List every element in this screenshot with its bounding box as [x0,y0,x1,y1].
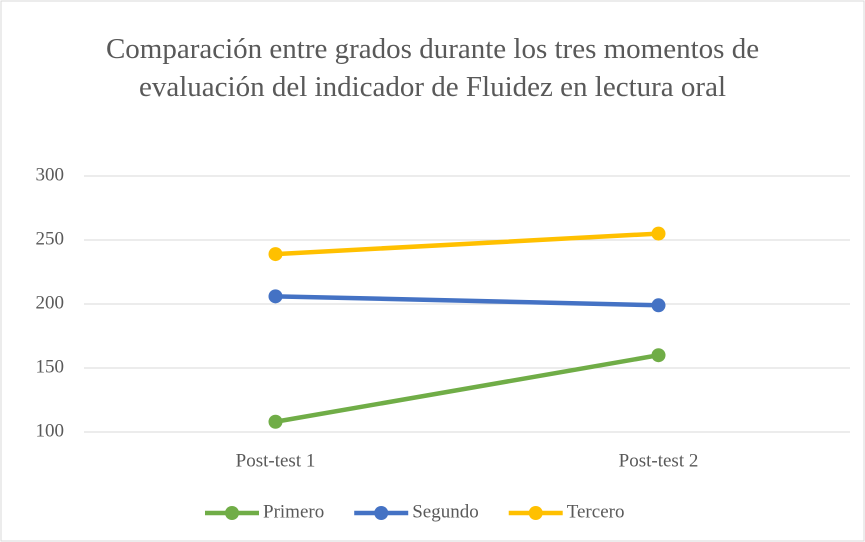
data-point [268,289,283,304]
x-tick-label: Post-test 1 [236,450,316,471]
series-line [273,231,661,257]
legend-marker [528,506,543,520]
y-tick-label: 250 [36,228,65,249]
data-point [651,226,666,241]
series-line [273,352,661,425]
chart-title: Comparación entre grados durante los tre… [105,33,760,103]
x-tick-label: Post-test 2 [619,450,699,471]
data-point [268,414,283,429]
data-point [651,348,666,363]
y-tick-label: 150 [36,356,65,377]
legend-label: Tercero [567,501,625,522]
series-line [273,294,661,308]
data-point [268,247,283,262]
y-tick-label: 200 [36,292,65,313]
data-point [651,298,666,313]
legend-label: Segundo [412,501,479,522]
legend-label: Primero [263,501,324,522]
legend-marker [225,506,239,520]
y-tick-label: 100 [36,420,65,441]
y-tick-label: 300 [36,164,65,185]
legend-marker [374,506,389,520]
